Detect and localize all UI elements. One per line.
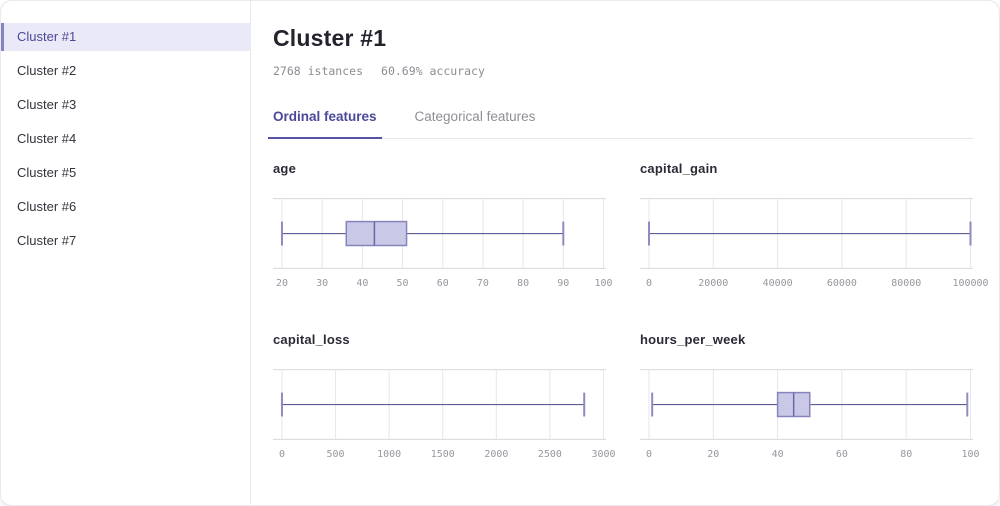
sidebar-item-cluster-6[interactable]: Cluster #6	[17, 199, 77, 214]
charts-grid: age 20 30 40 50 60 70 80 90 100 capital_gain 0 20…	[273, 161, 989, 465]
svg-text:20: 20	[707, 449, 719, 460]
cluster-stats: 2768 istances 60.69% accuracy	[273, 64, 973, 78]
sidebar-item-cluster-7[interactable]: Cluster #7	[17, 233, 77, 248]
accuracy-stat: 60.69% accuracy	[381, 64, 485, 78]
svg-text:60: 60	[437, 278, 449, 289]
svg-text:3000: 3000	[591, 449, 615, 460]
sidebar-item-cluster-3[interactable]: Cluster #3	[17, 97, 77, 112]
chart-capital-gain: capital_gain 0 20000 40000 60000 80000 100000	[640, 161, 989, 294]
sidebar: Cluster #1 Cluster #2 Cluster #3 Cluster…	[1, 1, 251, 505]
sidebar-item-cluster-4[interactable]: Cluster #4	[17, 131, 77, 146]
chart-age: age 20 30 40 50 60 70 80 90 100	[273, 161, 613, 294]
sidebar-item-cluster-1[interactable]: Cluster #1	[1, 23, 250, 51]
svg-text:0: 0	[646, 449, 652, 460]
page-title: Cluster #1	[273, 25, 387, 51]
capital-gain-boxplot: 0 20000 40000 60000 80000 100000	[640, 198, 989, 289]
svg-text:1000: 1000	[377, 449, 401, 460]
svg-text:20: 20	[276, 278, 288, 289]
svg-text:30: 30	[316, 278, 328, 289]
svg-text:500: 500	[327, 449, 345, 460]
svg-text:80000: 80000	[891, 278, 921, 289]
instances-count: 2768 istances	[273, 64, 364, 78]
tab-categorical-features[interactable]: Categorical features	[414, 109, 536, 124]
svg-text:70: 70	[477, 278, 489, 289]
svg-text:40: 40	[356, 278, 368, 289]
svg-text:2000: 2000	[484, 449, 508, 460]
chart-title: capital_gain	[640, 161, 718, 176]
svg-text:1500: 1500	[431, 449, 455, 460]
sidebar-item-cluster-2[interactable]: Cluster #2	[17, 63, 77, 78]
chart-title: capital_loss	[273, 332, 350, 347]
chart-capital-loss: capital_loss 0 500 1000 1500 2000 2500 3000	[273, 332, 616, 465]
chart-title: hours_per_week	[640, 332, 746, 347]
svg-text:80: 80	[517, 278, 529, 289]
svg-text:80: 80	[900, 449, 912, 460]
capital-loss-boxplot: 0 500 1000 1500 2000 2500 3000	[273, 369, 616, 460]
hours-per-week-boxplot: 0 20 40 60 80 100	[640, 369, 980, 460]
chart-title: age	[273, 161, 297, 176]
svg-text:100: 100	[961, 449, 979, 460]
age-boxplot: 20 30 40 50 60 70 80 90 100	[273, 198, 613, 289]
svg-text:90: 90	[557, 278, 569, 289]
chart-hours-per-week: hours_per_week 0 20 40 60 80 100	[640, 332, 980, 465]
svg-text:0: 0	[646, 278, 652, 289]
svg-text:40: 40	[772, 449, 784, 460]
feature-tabs: Ordinal features Categorical features	[268, 109, 973, 139]
svg-text:100: 100	[594, 278, 612, 289]
svg-text:40000: 40000	[763, 278, 793, 289]
sidebar-item-cluster-5[interactable]: Cluster #5	[17, 165, 77, 180]
svg-text:50: 50	[397, 278, 409, 289]
tab-ordinal-features[interactable]: Ordinal features	[268, 109, 382, 139]
svg-text:0: 0	[279, 449, 285, 460]
svg-text:2500: 2500	[538, 449, 562, 460]
main-content: Cluster #1 2768 istances 60.69% accuracy…	[251, 1, 999, 505]
svg-text:20000: 20000	[698, 278, 728, 289]
svg-text:100000: 100000	[952, 278, 988, 289]
svg-text:60000: 60000	[827, 278, 857, 289]
svg-text:60: 60	[836, 449, 848, 460]
